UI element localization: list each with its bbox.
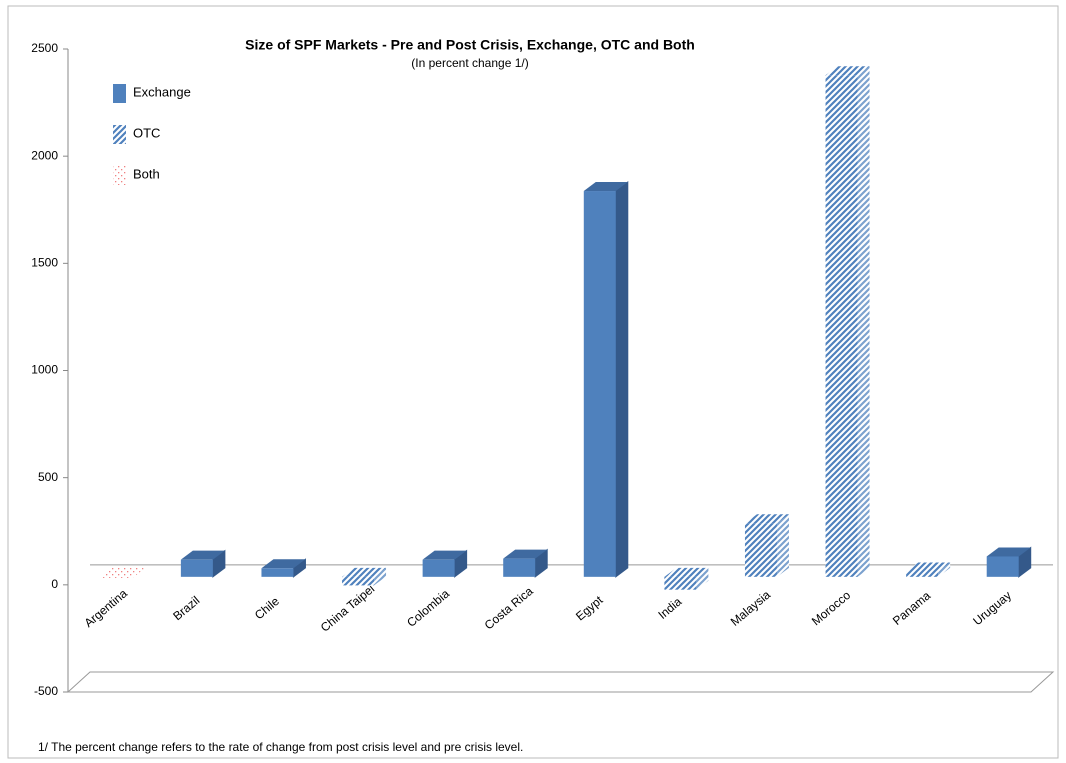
bar-side (374, 567, 387, 586)
bar-side (776, 514, 789, 577)
y-tick-label: 1500 (31, 256, 58, 270)
y-tick-label: 2500 (31, 41, 58, 55)
footnote: 1/ The percent change refers to the rate… (38, 740, 523, 754)
bar-side (938, 562, 951, 577)
bar-side (615, 181, 629, 578)
bar-top (342, 567, 387, 577)
bar-side (696, 567, 709, 590)
chart-border (7, 5, 1059, 759)
bar-top (583, 182, 628, 192)
legend-label: Exchange (133, 84, 191, 99)
bar-top (180, 550, 225, 560)
y-tick-label: 500 (38, 470, 58, 484)
bar (261, 568, 294, 577)
bar-top (744, 514, 789, 524)
bar (422, 559, 455, 577)
bar-top (503, 549, 548, 559)
y-tick-label: 1000 (31, 363, 58, 377)
bar-top (664, 567, 709, 577)
bar (825, 75, 858, 577)
y-tick-label: 2000 (31, 148, 58, 162)
bar (744, 523, 777, 577)
bar (583, 191, 616, 577)
bar-side (1018, 546, 1032, 578)
bar-top (825, 66, 870, 76)
bar-top (261, 559, 306, 569)
bar (986, 556, 1019, 577)
floor (66, 671, 1055, 693)
legend-swatch (113, 125, 126, 144)
legend-label: Both (133, 166, 160, 181)
bar (180, 559, 213, 577)
chart-subtitle: (In percent change 1/) (411, 56, 528, 70)
bar-top (100, 567, 145, 577)
bar-top (986, 547, 1031, 557)
legend-label: OTC (133, 125, 160, 140)
bar-side (857, 66, 870, 577)
bar-top (906, 562, 951, 572)
bar (100, 576, 133, 578)
legend-swatch (113, 84, 126, 103)
bar (503, 558, 536, 577)
bar (906, 571, 939, 577)
y-tick-label: 0 (51, 577, 58, 591)
chart-title: Size of SPF Markets - Pre and Post Crisi… (245, 37, 695, 53)
bar-side (132, 567, 145, 578)
bar (664, 576, 697, 590)
legend-swatch (113, 166, 126, 185)
bar (342, 576, 375, 586)
bar-top (422, 550, 467, 560)
y-tick-label: -500 (34, 684, 58, 698)
